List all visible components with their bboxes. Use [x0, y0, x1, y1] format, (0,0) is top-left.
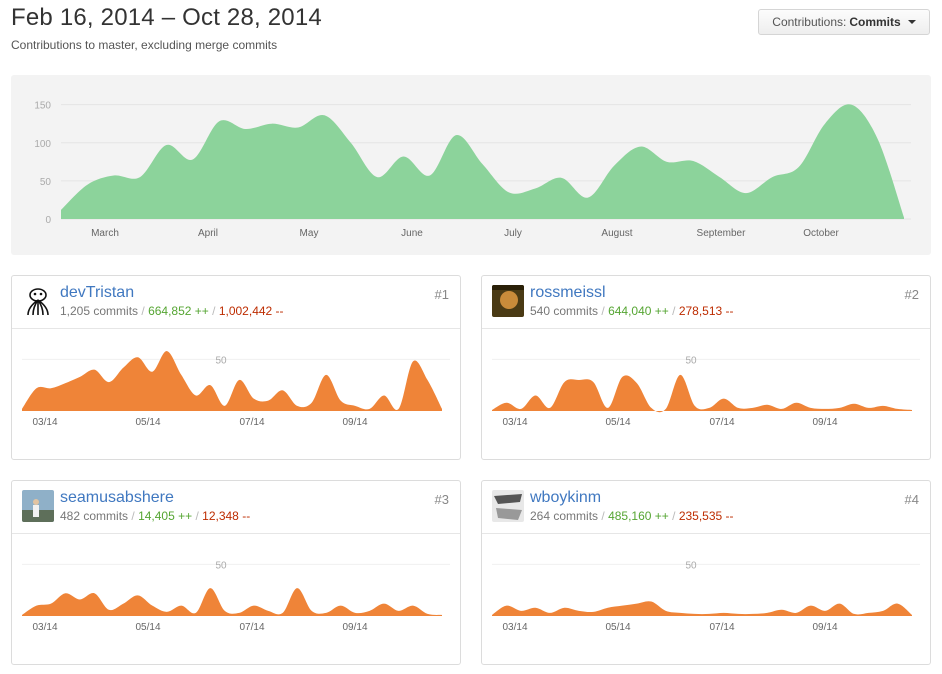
x-tick-label: 07/14 — [239, 417, 264, 428]
contributor-login-link[interactable]: seamusabshere — [60, 489, 174, 506]
x-tick-label: October — [803, 228, 839, 239]
x-tick-label: March — [91, 228, 119, 239]
additions-count: 664,852 ++ — [148, 304, 209, 318]
x-tick-label: 09/14 — [812, 417, 837, 428]
contributor-rank: #3 — [434, 492, 449, 507]
portrait-icon — [492, 285, 524, 317]
contributor-graph: 50 03/14 05/14 07/14 09/14 — [22, 351, 450, 428]
contributor-card: devTristan 1,205 commits / 664,852 ++ / … — [11, 275, 461, 460]
series-area — [61, 104, 904, 219]
stats-separator: / — [131, 509, 135, 523]
contributor-stats: 1,205 commits / 664,852 ++ / 1,002,442 -… — [60, 304, 284, 318]
x-tick-label: 03/14 — [32, 622, 57, 633]
series-area — [492, 601, 912, 616]
x-tick-label: August — [601, 228, 632, 239]
additions-count: 644,040 ++ — [608, 304, 669, 318]
deletions-count: 278,513 -- — [678, 304, 734, 318]
main-graph-svg: 0 50 100 150 March April May June July August Sept… — [34, 101, 911, 239]
date-range-title: Feb 16, 2014 – Oct 28, 2014 — [11, 4, 322, 31]
avatar[interactable] — [22, 285, 54, 317]
contributor-graph: 50 03/14 05/14 07/14 09/14 — [22, 560, 450, 633]
x-tick-label: 05/14 — [605, 622, 630, 633]
avatar[interactable] — [492, 490, 524, 522]
x-tick-label: June — [401, 228, 423, 239]
stats-separator: / — [672, 304, 676, 318]
portrait-icon — [22, 490, 54, 522]
contributor-login-link[interactable]: rossmeissl — [530, 284, 606, 301]
avatar[interactable] — [492, 285, 524, 317]
page-subtitle: Contributions to master, excluding merge… — [11, 38, 278, 52]
commit-count: 540 commits — [530, 304, 599, 318]
series-area — [22, 588, 442, 616]
additions-count: 14,405 ++ — [138, 509, 193, 523]
x-tick-label: April — [198, 228, 218, 239]
y-tick-label: 50 — [685, 355, 697, 366]
contributor-rank: #1 — [434, 287, 449, 302]
stats-separator: / — [212, 304, 216, 318]
x-tick-label: 07/14 — [239, 622, 264, 633]
contributor-stats: 264 commits / 485,160 ++ / 235,535 -- — [530, 509, 734, 523]
contributor-stats: 482 commits / 14,405 ++ / 12,348 -- — [60, 509, 250, 523]
y-tick-label: 150 — [34, 101, 51, 112]
contributor-login-link[interactable]: devTristan — [60, 284, 135, 301]
contributor-header: seamusabshere 482 commits / 14,405 ++ / … — [12, 481, 460, 534]
y-tick-label: 50 — [685, 560, 697, 571]
x-tick-label: 05/14 — [135, 417, 160, 428]
deletions-count: 1,002,442 -- — [218, 304, 284, 318]
stats-separator: / — [601, 509, 605, 523]
y-tick-label: 0 — [45, 215, 51, 226]
contributor-graph: 50 03/14 05/14 07/14 09/14 — [492, 560, 920, 633]
octopus-icon — [22, 285, 54, 317]
contributor-card: seamusabshere 482 commits / 14,405 ++ / … — [11, 480, 461, 665]
main-contributions-graph: 0 50 100 150 March April May June July August Sept… — [11, 75, 931, 255]
portrait-icon — [492, 490, 524, 522]
y-tick-label: 100 — [34, 139, 51, 150]
caret-down-icon — [907, 20, 916, 24]
x-tick-label: 09/14 — [342, 417, 367, 428]
contributor-stats: 540 commits / 644,040 ++ / 278,513 -- — [530, 304, 734, 318]
series-area — [22, 351, 442, 411]
contributor-card: rossmeissl 540 commits / 644,040 ++ / 27… — [481, 275, 931, 460]
commit-count: 1,205 commits — [60, 304, 139, 318]
x-tick-label: 07/14 — [709, 622, 734, 633]
contributions-type-select[interactable]: Contributions: Commits — [758, 9, 930, 35]
contributor-graph: 50 03/14 05/14 07/14 09/14 — [492, 355, 920, 428]
deletions-count: 235,535 -- — [678, 509, 734, 523]
x-tick-label: 03/14 — [32, 417, 57, 428]
avatar[interactable] — [22, 490, 54, 522]
additions-count: 485,160 ++ — [608, 509, 669, 523]
contributor-rank: #4 — [904, 492, 919, 507]
contributor-login-link[interactable]: wboykinm — [530, 489, 602, 506]
x-tick-label: 07/14 — [709, 417, 734, 428]
x-tick-label: September — [697, 228, 747, 239]
stats-separator: / — [141, 304, 145, 318]
stats-separator: / — [672, 509, 676, 523]
x-tick-label: 09/14 — [812, 622, 837, 633]
y-tick-label: 50 — [215, 560, 227, 571]
contributor-rank: #2 — [904, 287, 919, 302]
contributor-header: rossmeissl 540 commits / 644,040 ++ / 27… — [482, 276, 930, 329]
contributor-card: wboykinm 264 commits / 485,160 ++ / 235,… — [481, 480, 931, 665]
commit-count: 482 commits — [60, 509, 129, 523]
x-tick-label: 05/14 — [605, 417, 630, 428]
x-tick-label: 09/14 — [342, 622, 367, 633]
commit-count: 264 commits — [530, 509, 599, 523]
contributor-header: wboykinm 264 commits / 485,160 ++ / 235,… — [482, 481, 930, 534]
series-area — [492, 374, 912, 413]
x-tick-label: May — [300, 228, 319, 239]
contributor-header: devTristan 1,205 commits / 664,852 ++ / … — [12, 276, 460, 329]
x-tick-label: July — [504, 228, 522, 239]
deletions-count: 12,348 -- — [202, 509, 251, 523]
select-value: Commits — [849, 15, 901, 29]
x-tick-label: 03/14 — [502, 622, 527, 633]
select-prefix: Contributions: — [772, 15, 847, 29]
y-tick-label: 50 — [40, 177, 52, 188]
x-tick-label: 05/14 — [135, 622, 160, 633]
y-tick-label: 50 — [215, 355, 227, 366]
stats-separator: / — [195, 509, 199, 523]
x-tick-label: 03/14 — [502, 417, 527, 428]
stats-separator: / — [601, 304, 605, 318]
